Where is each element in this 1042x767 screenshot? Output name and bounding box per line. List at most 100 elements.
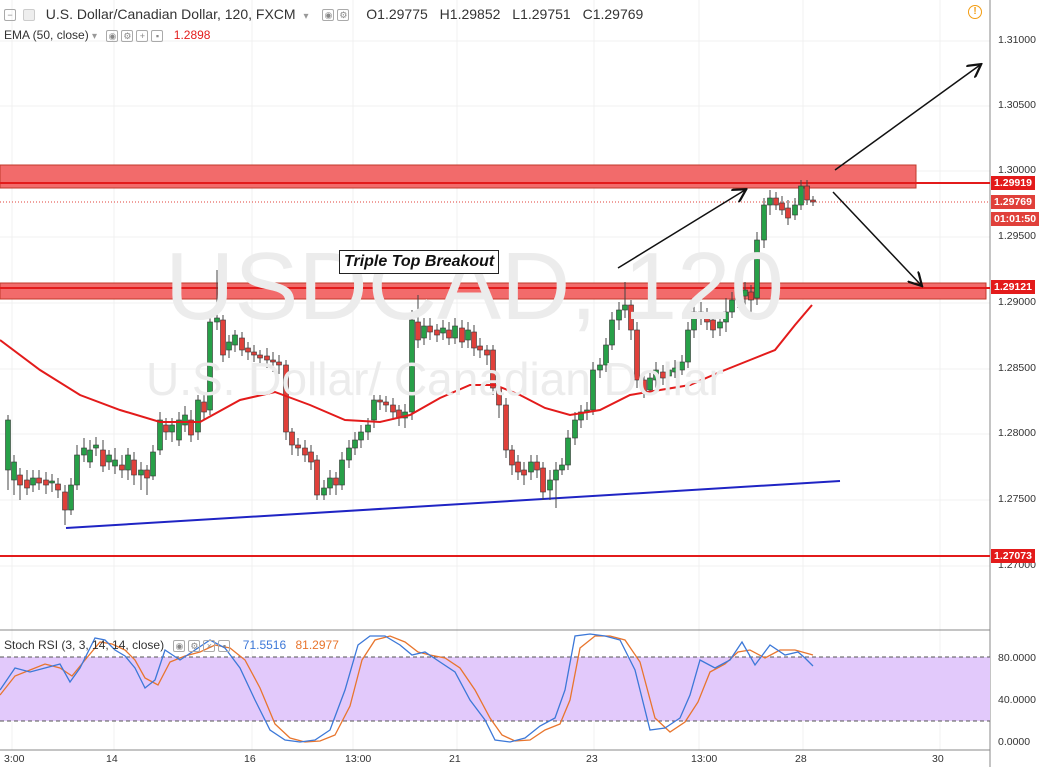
- bearish-candle: [302, 447, 308, 456]
- triple-top-annotation[interactable]: Triple Top Breakout: [339, 250, 500, 274]
- bullish-candle: [339, 459, 345, 486]
- bearish-candle: [540, 467, 546, 493]
- stoch-k-value: 71.5516: [242, 638, 287, 652]
- bearish-candle: [17, 474, 23, 486]
- symbol-title[interactable]: U.S. Dollar/Canadian Dollar, 120, FXCM: [45, 6, 296, 22]
- bullish-candle: [112, 459, 118, 467]
- bullish-candle: [358, 431, 364, 441]
- bullish-candle: [565, 437, 571, 466]
- settings-icon[interactable]: ⚙: [337, 9, 350, 22]
- bullish-candle: [440, 327, 446, 334]
- more-icon[interactable]: ▪: [151, 29, 164, 42]
- bullish-candle: [616, 309, 622, 321]
- bullish-candle: [798, 185, 804, 206]
- bearish-candle: [477, 345, 483, 351]
- settings-icon[interactable]: ⚙: [121, 29, 134, 42]
- bearish-candle: [810, 199, 816, 203]
- bullish-candle: [672, 367, 678, 373]
- settings-icon[interactable]: ⚙: [188, 639, 201, 652]
- bullish-candle: [572, 419, 578, 439]
- bearish-candle: [245, 347, 251, 353]
- more-icon[interactable]: ▪: [218, 639, 231, 652]
- resistance-price-tag: 1.29919: [991, 176, 1035, 190]
- bearish-candle: [295, 444, 301, 449]
- bullish-candle: [327, 477, 333, 489]
- bearish-candle: [390, 404, 396, 413]
- bearish-candle: [415, 321, 421, 341]
- current-price-tag: 1.29769: [991, 195, 1035, 209]
- eye-icon[interactable]: ◉: [173, 639, 186, 652]
- symbol-color-icon: [22, 9, 35, 22]
- time-tick: 21: [449, 753, 461, 765]
- bullish-candle: [742, 289, 748, 297]
- bullish-candle: [176, 419, 182, 441]
- bullish-candle: [49, 480, 55, 484]
- bullish-candle: [465, 329, 471, 341]
- resistance-zone: [0, 164, 917, 189]
- bullish-candle: [609, 319, 615, 346]
- bearish-candle: [270, 359, 276, 363]
- price-tick: 1.29500: [998, 230, 1036, 242]
- price-tick: 1.27500: [998, 493, 1036, 505]
- bearish-candle: [710, 319, 716, 331]
- price-tick: 1.30500: [998, 99, 1036, 111]
- bearish-candle: [220, 319, 226, 356]
- bearish-candle: [634, 329, 640, 381]
- bearish-candle: [377, 399, 383, 403]
- bullish-candle: [754, 239, 760, 299]
- stoch-rsi-legend[interactable]: Stoch RSI (3, 3, 14, 14, close) ◉ ⚙ × ▪ 71.…: [4, 638, 339, 652]
- time-tick: 28: [795, 753, 807, 765]
- bearish-candle: [314, 459, 320, 496]
- bearish-candle: [24, 479, 30, 489]
- bearish-candle: [434, 329, 440, 336]
- close-icon[interactable]: ×: [203, 639, 216, 652]
- ohlc-readout: O1.29775 H1.29852 L1.29751 C1.29769: [366, 6, 644, 22]
- bullish-candle: [371, 399, 377, 421]
- bullish-candle: [226, 341, 232, 351]
- collapse-icon[interactable]: −: [4, 9, 16, 22]
- bullish-candle: [365, 424, 371, 433]
- bearish-candle: [188, 419, 194, 436]
- eye-icon[interactable]: ◉: [322, 9, 335, 22]
- bearish-candle: [131, 459, 137, 476]
- bullish-candle: [93, 444, 99, 449]
- bearish-candle: [144, 469, 150, 479]
- bullish-candle: [207, 321, 213, 411]
- bearish-candle: [471, 331, 477, 349]
- time-tick: 30: [932, 753, 944, 765]
- add-icon[interactable]: +: [136, 29, 149, 42]
- bearish-candle: [55, 483, 61, 491]
- bullish-candle: [5, 419, 11, 471]
- bearish-candle: [496, 387, 502, 406]
- alert-icon[interactable]: !: [968, 5, 982, 19]
- eye-icon[interactable]: ◉: [106, 29, 119, 42]
- chevron-down-icon[interactable]: ▾: [303, 11, 309, 22]
- bullish-candle: [729, 299, 735, 313]
- stoch-d-value: 81.2977: [295, 638, 339, 652]
- watermark-symbol: USDCAD, 120: [165, 233, 784, 340]
- bullish-candle: [409, 319, 415, 413]
- bearish-candle: [704, 315, 710, 323]
- bearish-candle: [773, 197, 779, 206]
- price-tick: 1.31000: [998, 34, 1036, 46]
- bullish-candle: [352, 439, 358, 449]
- bullish-candle: [666, 369, 672, 377]
- bullish-candle: [735, 294, 741, 301]
- bullish-candle: [547, 479, 553, 491]
- bullish-candle: [679, 361, 685, 371]
- price-tick: 1.28500: [998, 362, 1036, 374]
- bearish-candle: [804, 185, 810, 201]
- ema-value: 1.2898: [173, 28, 211, 42]
- bearish-candle: [698, 311, 704, 319]
- bullish-candle: [106, 454, 112, 463]
- ohlc-high: 1.29852: [449, 6, 501, 22]
- chart-header: − U.S. Dollar/Canadian Dollar, 120, FXCM…: [4, 6, 643, 22]
- bullish-candle: [590, 369, 596, 411]
- bullish-candle: [125, 454, 131, 471]
- bearish-candle: [289, 431, 295, 446]
- bullish-candle: [68, 484, 74, 511]
- bearish-candle: [509, 449, 515, 466]
- ema-legend[interactable]: EMA (50, close) ▾ ◉ ⚙ + ▪ 1.2898: [4, 28, 210, 42]
- bullish-candle: [232, 334, 238, 346]
